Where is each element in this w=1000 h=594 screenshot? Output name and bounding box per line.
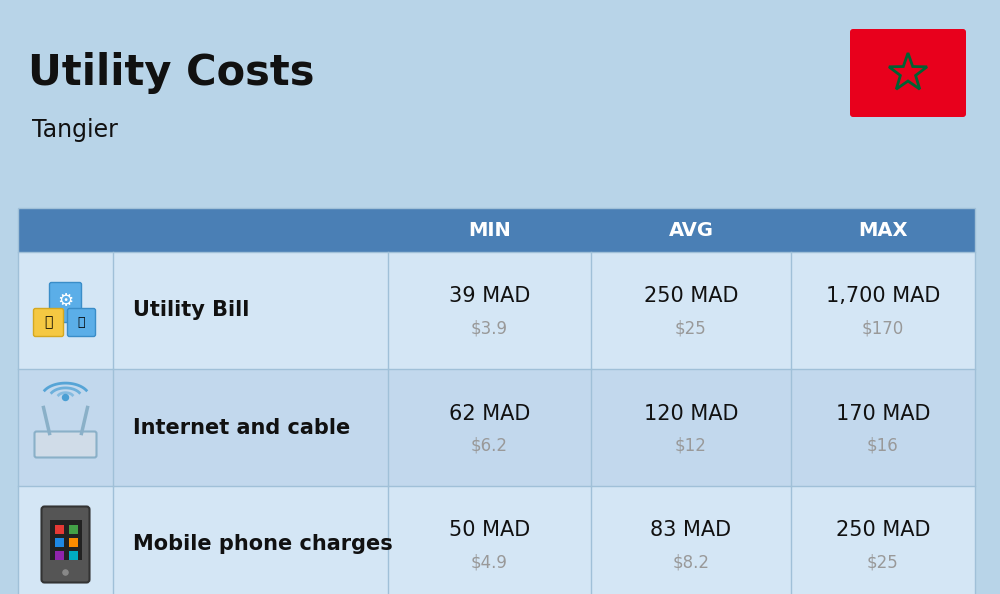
FancyBboxPatch shape xyxy=(50,283,82,323)
Text: $170: $170 xyxy=(862,320,904,337)
Text: $12: $12 xyxy=(675,437,707,454)
Bar xyxy=(18,252,975,369)
Bar xyxy=(18,486,975,594)
Text: $4.9: $4.9 xyxy=(471,554,508,571)
Text: MIN: MIN xyxy=(468,220,511,239)
Bar xyxy=(54,538,64,546)
Text: 💧: 💧 xyxy=(78,316,85,329)
Text: 83 MAD: 83 MAD xyxy=(650,520,732,541)
Text: $25: $25 xyxy=(675,320,707,337)
Text: Utility Costs: Utility Costs xyxy=(28,52,314,94)
Text: MAX: MAX xyxy=(858,220,908,239)
FancyBboxPatch shape xyxy=(34,308,64,336)
Bar xyxy=(54,551,64,560)
Text: 62 MAD: 62 MAD xyxy=(449,403,530,424)
Bar xyxy=(18,369,975,486)
Circle shape xyxy=(62,568,70,577)
Text: Internet and cable: Internet and cable xyxy=(133,418,350,438)
Text: 50 MAD: 50 MAD xyxy=(449,520,530,541)
Text: 39 MAD: 39 MAD xyxy=(449,286,530,307)
Text: 120 MAD: 120 MAD xyxy=(644,403,738,424)
Bar xyxy=(54,525,64,533)
Bar xyxy=(50,520,82,560)
Bar xyxy=(68,538,78,546)
Bar xyxy=(18,208,975,594)
Text: $16: $16 xyxy=(867,437,899,454)
Text: AVG: AVG xyxy=(668,220,714,239)
Text: 🔌: 🔌 xyxy=(44,315,53,330)
Text: Mobile phone charges: Mobile phone charges xyxy=(133,535,393,555)
Text: $3.9: $3.9 xyxy=(471,320,508,337)
FancyBboxPatch shape xyxy=(68,308,96,336)
Text: $8.2: $8.2 xyxy=(672,554,710,571)
Text: 250 MAD: 250 MAD xyxy=(644,286,738,307)
FancyBboxPatch shape xyxy=(34,431,96,457)
Bar xyxy=(68,525,78,533)
Text: $6.2: $6.2 xyxy=(471,437,508,454)
Circle shape xyxy=(62,394,68,400)
Text: 1,700 MAD: 1,700 MAD xyxy=(826,286,940,307)
Text: Tangier: Tangier xyxy=(32,118,118,142)
Text: ⚙: ⚙ xyxy=(57,292,74,309)
FancyBboxPatch shape xyxy=(850,29,966,117)
Text: Utility Bill: Utility Bill xyxy=(133,301,249,321)
Text: 170 MAD: 170 MAD xyxy=(836,403,930,424)
Text: $25: $25 xyxy=(867,554,899,571)
Text: 250 MAD: 250 MAD xyxy=(836,520,930,541)
FancyBboxPatch shape xyxy=(42,507,90,583)
Bar xyxy=(68,551,78,560)
Bar xyxy=(18,208,975,252)
